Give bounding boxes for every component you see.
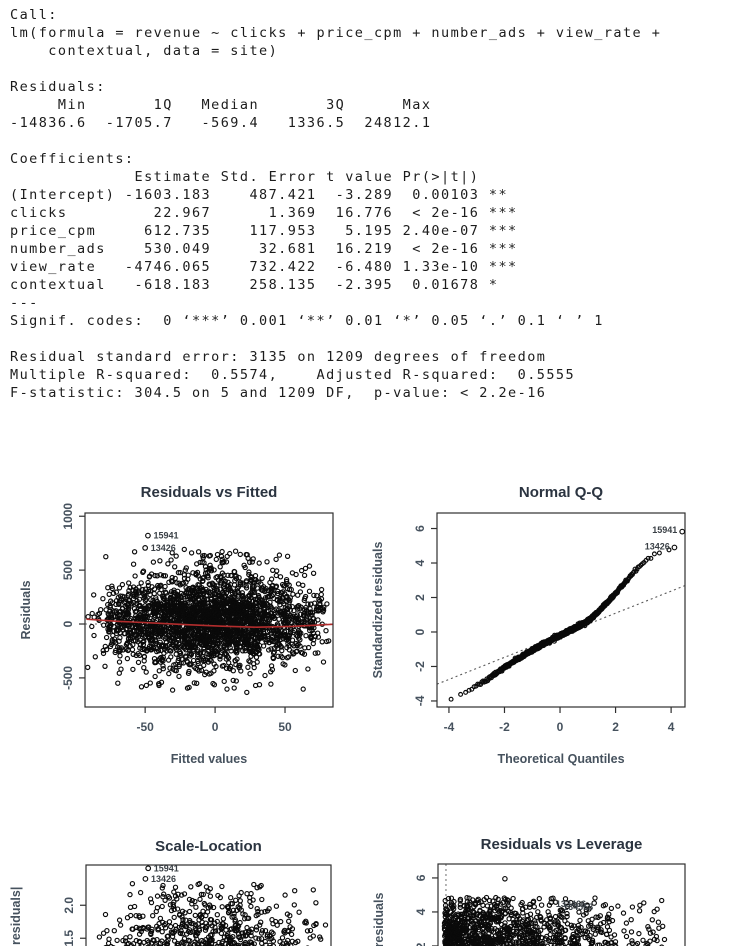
svg-text:15941: 15941 <box>154 863 179 873</box>
plot-normal-qq: Normal Q-Q -4 -2 0 2 4 -4 -2 0 2 4 6 Theoretical Qua… <box>371 484 686 766</box>
svg-text:13426: 13426 <box>645 542 670 552</box>
svg-text:Residuals vs Fitted: Residuals vs Fitted <box>141 484 278 501</box>
svg-text:13426: 13426 <box>151 874 176 884</box>
svg-text:15941: 15941 <box>154 531 179 541</box>
svg-text:500: 500 <box>61 560 75 580</box>
plot-residuals-vs-leverage: Residuals vs Leverage642Standardized res… <box>372 836 686 946</box>
svg-text:6: 6 <box>413 525 427 532</box>
svg-text:2: 2 <box>612 720 619 734</box>
svg-text:0: 0 <box>212 720 219 734</box>
svg-text:0: 0 <box>413 628 427 635</box>
svg-text:-50: -50 <box>136 720 154 734</box>
r-console-output: Call: lm(formula = revenue ~ clicks + pr… <box>10 7 662 401</box>
svg-text:13426: 13426 <box>151 543 176 553</box>
plot-scale-location: Scale-Location 2.0 1.5 √|Standardized resid… <box>9 838 332 946</box>
svg-text:2.0: 2.0 <box>62 897 76 914</box>
plot-residuals-vs-fitted: Residuals vs Fitted-50 0 50-50005001000Fit… <box>19 484 334 766</box>
svg-text:Scale-Location: Scale-Location <box>155 838 262 855</box>
svg-text:2: 2 <box>413 594 427 601</box>
svg-text:15941: 15941 <box>652 525 677 535</box>
svg-text:4: 4 <box>413 559 427 566</box>
svg-text:Fitted values: Fitted values <box>171 752 247 766</box>
svg-text:-4: -4 <box>444 720 455 734</box>
svg-text:1000: 1000 <box>61 503 75 530</box>
svg-text:1.5: 1.5 <box>62 930 76 946</box>
svg-text:Residuals: Residuals <box>19 580 33 639</box>
svg-text:-500: -500 <box>61 666 75 690</box>
svg-text:-4: -4 <box>413 695 427 706</box>
svg-text:√|Standardized residuals|: √|Standardized residuals| <box>9 887 23 946</box>
svg-text:-2: -2 <box>499 720 510 734</box>
svg-text:0: 0 <box>557 720 564 734</box>
svg-text:50: 50 <box>278 720 292 734</box>
svg-text:-2: -2 <box>413 661 427 672</box>
svg-text:Normal Q-Q: Normal Q-Q <box>519 484 604 501</box>
svg-text:Standardized residuals: Standardized residuals <box>371 542 385 679</box>
svg-text:4: 4 <box>668 720 675 734</box>
svg-text:0: 0 <box>61 620 75 627</box>
svg-text:Theoretical Quantiles: Theoretical Quantiles <box>497 752 624 766</box>
